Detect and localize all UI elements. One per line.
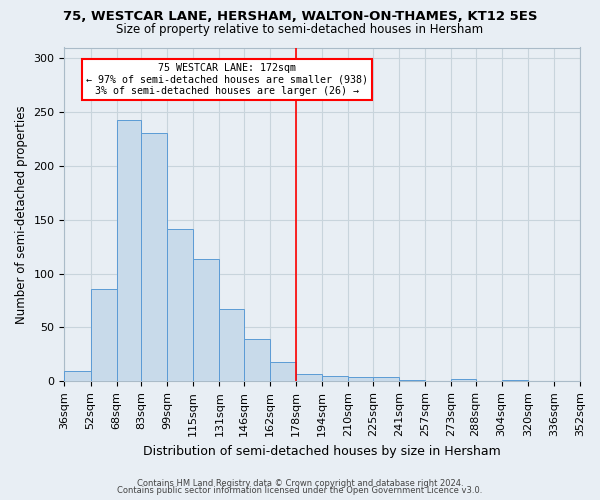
Bar (244, 340, 270, 382)
Text: 75, WESTCAR LANE, HERSHAM, WALTON-ON-THAMES, KT12 5ES: 75, WESTCAR LANE, HERSHAM, WALTON-ON-THA… (63, 10, 537, 23)
Bar (116, 120, 141, 382)
Bar (373, 377, 399, 382)
Bar (91, 288, 116, 382)
Bar (399, 380, 425, 382)
Bar (296, 374, 322, 382)
Y-axis label: Number of semi-detached properties: Number of semi-detached properties (15, 105, 28, 324)
Bar (220, 309, 244, 382)
Bar (502, 380, 528, 382)
Bar (322, 376, 349, 382)
Bar (64, 370, 91, 382)
Text: Size of property relative to semi-detached houses in Hersham: Size of property relative to semi-detach… (116, 22, 484, 36)
X-axis label: Distribution of semi-detached houses by size in Hersham: Distribution of semi-detached houses by … (143, 444, 501, 458)
Bar (349, 377, 373, 382)
Bar (270, 362, 296, 382)
Text: Contains public sector information licensed under the Open Government Licence v3: Contains public sector information licen… (118, 486, 482, 495)
Bar (451, 379, 476, 382)
Bar (580, 379, 600, 382)
Bar (141, 132, 167, 382)
Bar (193, 258, 220, 382)
Text: Contains HM Land Registry data © Crown copyright and database right 2024.: Contains HM Land Registry data © Crown c… (137, 478, 463, 488)
Bar (167, 230, 193, 382)
Text: 75 WESTCAR LANE: 172sqm
← 97% of semi-detached houses are smaller (938)
3% of se: 75 WESTCAR LANE: 172sqm ← 97% of semi-de… (86, 62, 368, 96)
